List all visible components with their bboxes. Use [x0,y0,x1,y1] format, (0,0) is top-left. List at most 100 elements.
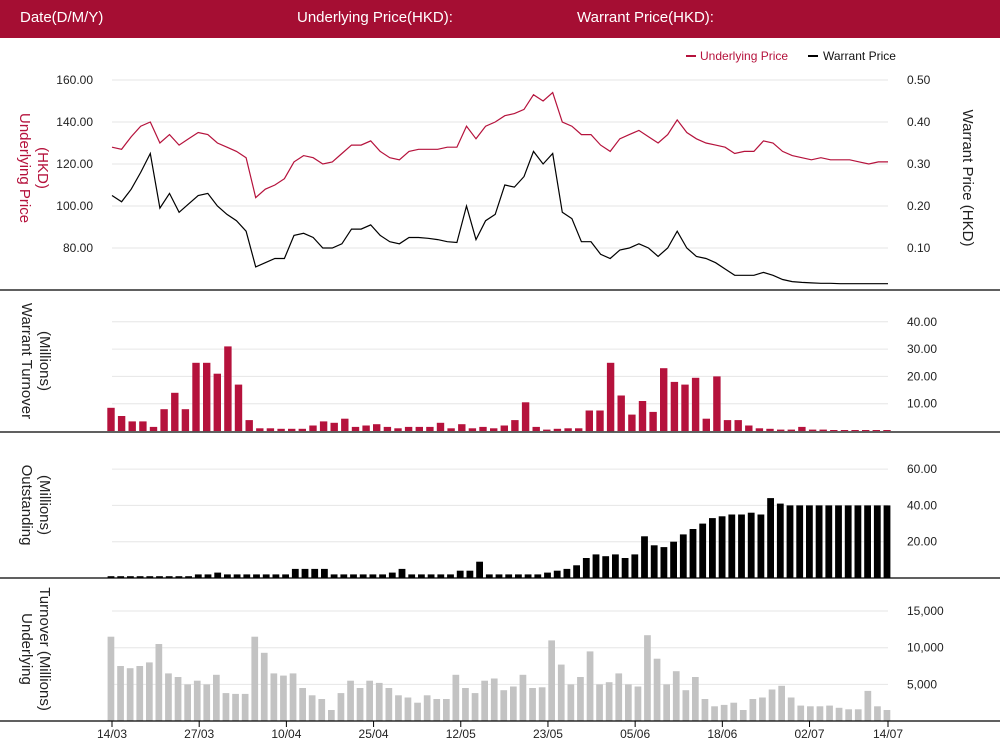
warrant-turnover-bar [787,429,795,431]
warrant-turnover-bar [288,428,296,431]
outstanding-axis-title: Outstanding(Millions) [18,465,53,546]
outstanding-bar [563,568,571,578]
warrant-turnover-bar [234,384,243,431]
warrant-turnover-bar [872,430,880,431]
legend-warrant-label: Warrant Price [823,49,896,63]
underlying-turnover-bar [510,686,517,721]
outstanding-bar [534,574,542,578]
warrant-turnover-bar [415,426,423,431]
warrant-turnover-bar [139,421,147,431]
underlying-turnover-bar [299,688,306,721]
underlying-turnover-bar [749,699,757,721]
underlying-turnover-bar [184,684,191,721]
x-axis-tick-label: 10/04 [271,727,301,741]
warrant-turnover-bar [723,420,732,431]
underlying-turnover-bar [203,684,211,721]
underlying-turnover-bar [739,710,747,721]
warrant-turnover-bar [468,428,477,431]
warrant-turnover-bar [553,428,562,431]
underlying-turnover-bar [730,702,738,721]
warrant-turnover-bar [117,416,126,431]
warrant-turnover-bar [383,426,392,431]
outstanding-bar [398,568,406,578]
underlying-turnover-bar [232,693,239,721]
warrant-turnover-bar [734,420,742,431]
outstanding-bar [107,576,115,578]
warrant-turnover-bar [351,426,360,431]
warrant-turnover-bar [373,424,381,431]
outstanding-bar [679,534,687,578]
outstanding-bar [165,576,173,578]
underlying-turnover-bar [615,673,623,721]
underlying-turnover-bar [490,678,498,721]
right-axis-tick-label: 0.20 [907,199,931,213]
underlying-turnover-bar [193,680,201,721]
warrant-turnover-bar [394,428,402,431]
warrant-turnover-bar [149,426,158,431]
underlying-turnover-bar [778,685,785,721]
underlying-turnover-bar [567,684,575,721]
warrant-turnover-bar [798,426,806,431]
warrant-turnover-bar [777,429,785,431]
outstanding-bar [854,505,862,578]
outstanding-bar [388,572,396,578]
outstanding-bar [738,514,745,578]
underlying-turnover-axis-title: UnderlyingTurnover (Millions) [18,587,53,711]
left-axis-tick-label: 80.00 [63,241,93,255]
outstanding-bar [592,554,600,578]
underlying-turnover-bar [586,651,594,721]
outstanding-bar [621,558,629,578]
outstanding-bar [806,505,813,578]
warrant-turnover-bar [171,392,179,431]
underlying-turnover-bar [787,697,795,721]
outstanding-bar [631,554,639,578]
outstanding-bar [117,576,125,578]
outstanding-bar [476,561,483,578]
warrant-price-line [111,150,888,285]
outstanding-bar [194,574,202,578]
outstanding-bar [495,574,503,578]
left-axis-tick-label: 120.00 [56,157,93,171]
header-bar: Date(D/M/Y) Underlying Price(HKD): Warra… [0,0,1000,38]
outstanding-bar [786,505,794,578]
outstanding-bar [767,498,774,578]
outstanding-bar [291,568,299,578]
outstanding-tick-label: 40.00 [907,498,937,512]
underlying-turnover-bar [260,652,268,721]
outstanding-bar [757,514,765,578]
outstanding-bar [835,505,842,578]
warrant-turnover-bar [766,428,774,431]
outstanding-bar [156,576,163,578]
outstanding-bar [224,574,231,578]
warrant-turnover-bar [819,429,827,431]
outstanding-bar [136,576,144,578]
underlying-turnover-bar [692,677,699,721]
warrant-turnover-bar [330,422,338,431]
x-axis-tick-label: 02/07 [795,727,825,741]
outstanding-bar [505,574,513,578]
outstanding-bar [883,505,891,578]
underlying-turnover-bar [701,699,709,721]
underlying-turnover-bar [126,668,134,721]
warrant-turnover-bar [660,368,668,431]
right-axis-title: Warrant Price (HKD) [959,110,976,247]
underlying-turnover-bar [653,658,661,721]
outstanding-bar [447,574,454,578]
outstanding-bar [553,570,561,578]
underlying-turnover-bar [816,706,824,721]
right-axis-tick-label: 0.10 [907,241,931,255]
underlying-turnover-bar [155,644,163,721]
warrant-turnover-bar [745,425,753,431]
outstanding-bar [427,574,435,578]
outstanding-bar [689,529,697,578]
x-axis-tick-label: 18/06 [707,727,737,741]
underlying-turnover-bar [854,709,862,721]
warrant-turnover-bar [840,430,849,431]
underlying-turnover-bar [548,640,555,721]
left-axis-tick-label: 140.00 [56,115,93,129]
warrant-turnover-bar [341,418,349,431]
underlying-turnover-bar [395,695,402,721]
warrant-turnover-bar [266,428,275,431]
outstanding-bar [825,505,833,578]
underlying-turnover-bar [644,635,651,721]
